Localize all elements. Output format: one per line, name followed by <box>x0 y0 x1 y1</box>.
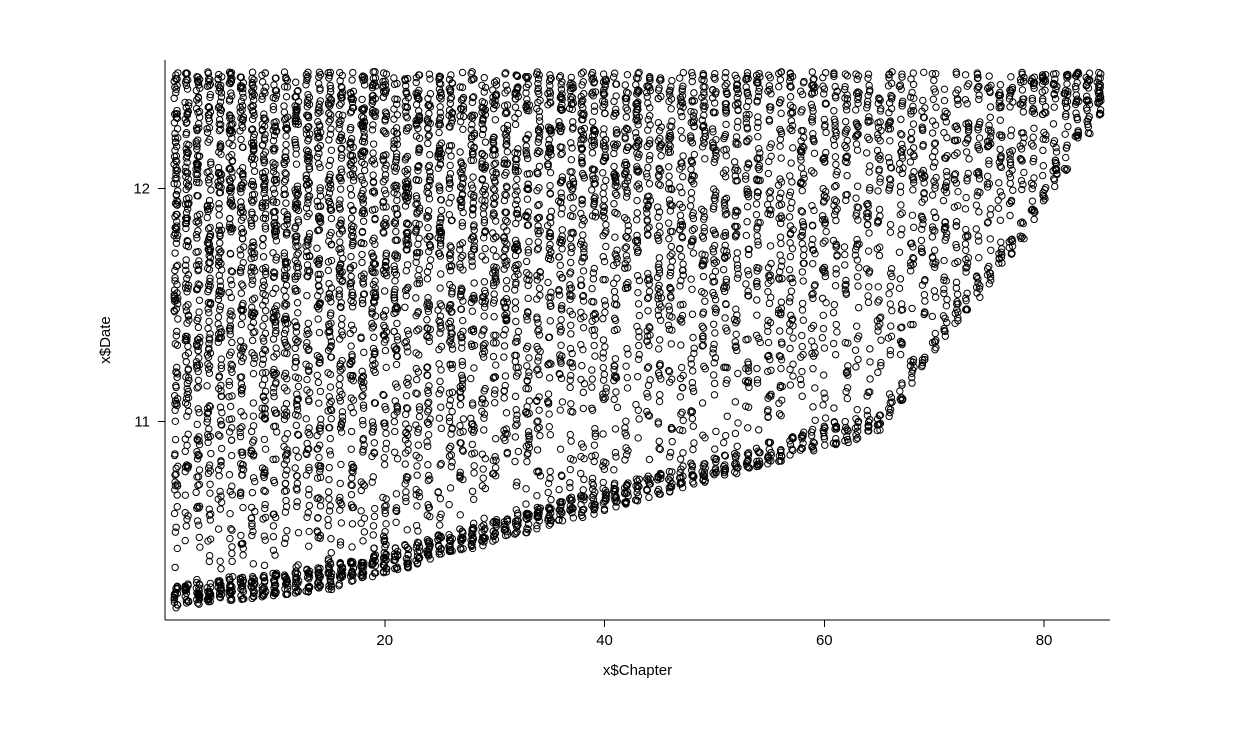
y-tick-label: 12 <box>133 180 150 197</box>
chart-svg: 20 40 60 80 x$Chapter 11 12 x$Date <box>0 0 1260 747</box>
scatter-points <box>171 69 1104 611</box>
x-tick-label: 60 <box>816 632 833 649</box>
x-axis-label: x$Chapter <box>603 662 672 679</box>
x-tick-label: 40 <box>596 632 613 649</box>
y-tick-label: 11 <box>134 414 150 431</box>
y-axis-label: x$Date <box>97 316 114 364</box>
x-tick-label: 80 <box>1036 632 1053 649</box>
x-tick-label: 20 <box>376 632 393 649</box>
scatter-chart: 20 40 60 80 x$Chapter 11 12 x$Date <box>0 0 1260 747</box>
